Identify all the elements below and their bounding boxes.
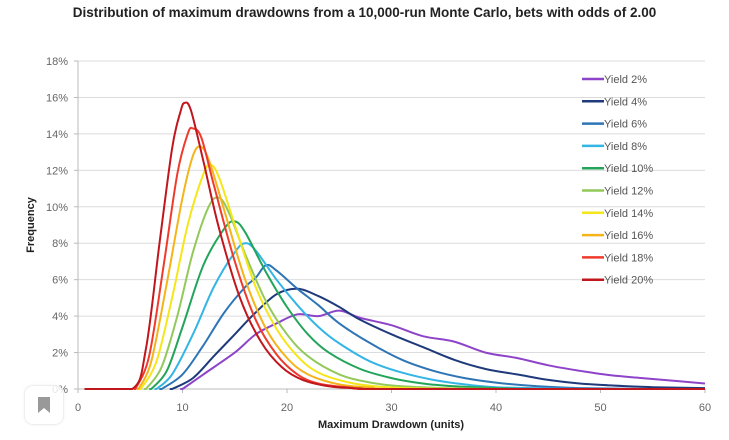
- x-tick-label: 30: [385, 402, 397, 414]
- legend-item: Yield 10%: [582, 163, 653, 175]
- y-tick-label: 16%: [46, 92, 68, 104]
- legend-item: Yield 4%: [582, 96, 647, 108]
- legend-label: Yield 18%: [604, 252, 653, 264]
- legend-item: Yield 12%: [582, 186, 653, 198]
- legend-label: Yield 6%: [604, 119, 647, 131]
- legend-item: Yield 16%: [582, 230, 653, 242]
- legend-item: Yield 2%: [582, 74, 647, 86]
- legend-label: Yield 2%: [604, 74, 647, 86]
- y-tick-label: 4%: [52, 311, 68, 323]
- y-axis-label: Frequency: [25, 196, 37, 253]
- series-line-yield-16: [136, 145, 705, 391]
- legend-item: Yield 20%: [582, 275, 653, 287]
- legend-label: Yield 8%: [604, 141, 647, 153]
- y-tick-label: 18%: [46, 56, 68, 68]
- series-line-yield-2: [179, 309, 706, 390]
- x-tick-label: 10: [176, 402, 188, 414]
- legend-label: Yield 20%: [604, 275, 653, 287]
- y-tick-label: 10%: [46, 202, 68, 214]
- x-tick-label: 0: [75, 402, 81, 414]
- y-tick-labels: 0%2%4%6%8%10%12%14%16%18%: [46, 56, 68, 396]
- y-tick-label: 8%: [52, 238, 68, 250]
- y-tick-label: 14%: [46, 129, 68, 141]
- legend-item: Yield 18%: [582, 252, 653, 264]
- series-line-yield-10: [148, 220, 705, 391]
- legend-label: Yield 10%: [604, 163, 653, 175]
- series-line-yield-6: [159, 263, 705, 390]
- series-line-yield-4: [169, 287, 706, 390]
- x-tick-label: 60: [699, 402, 711, 414]
- bookmark-icon: [38, 397, 50, 413]
- bookmark-button[interactable]: [24, 385, 64, 425]
- y-tick-label: 2%: [52, 348, 68, 360]
- legend-item: Yield 14%: [582, 208, 653, 220]
- x-tick-label: 20: [281, 402, 293, 414]
- series-line-yield-20: [84, 101, 705, 391]
- legend-label: Yield 14%: [604, 208, 653, 220]
- y-tick-label: 6%: [52, 275, 68, 287]
- legend-item: Yield 8%: [582, 141, 647, 153]
- legend-item: Yield 6%: [582, 119, 647, 131]
- legend-label: Yield 4%: [604, 96, 647, 108]
- legend: Yield 2% Yield 4% Yield 6% Yield 8% Yield 10…: [582, 74, 653, 287]
- x-tick-label: 40: [490, 402, 502, 414]
- x-tick-label: 50: [594, 402, 606, 414]
- chart-title: Distribution of maximum drawdowns from a…: [72, 5, 657, 20]
- x-axis-label: Maximum Drawdown (units): [318, 419, 464, 431]
- legend-label: Yield 16%: [604, 230, 653, 242]
- legend-label: Yield 12%: [604, 186, 653, 198]
- x-tick-labels: 0 10 20 30 40 50 60: [75, 402, 711, 414]
- y-tick-label: 12%: [46, 165, 68, 177]
- series-lines: [84, 101, 706, 391]
